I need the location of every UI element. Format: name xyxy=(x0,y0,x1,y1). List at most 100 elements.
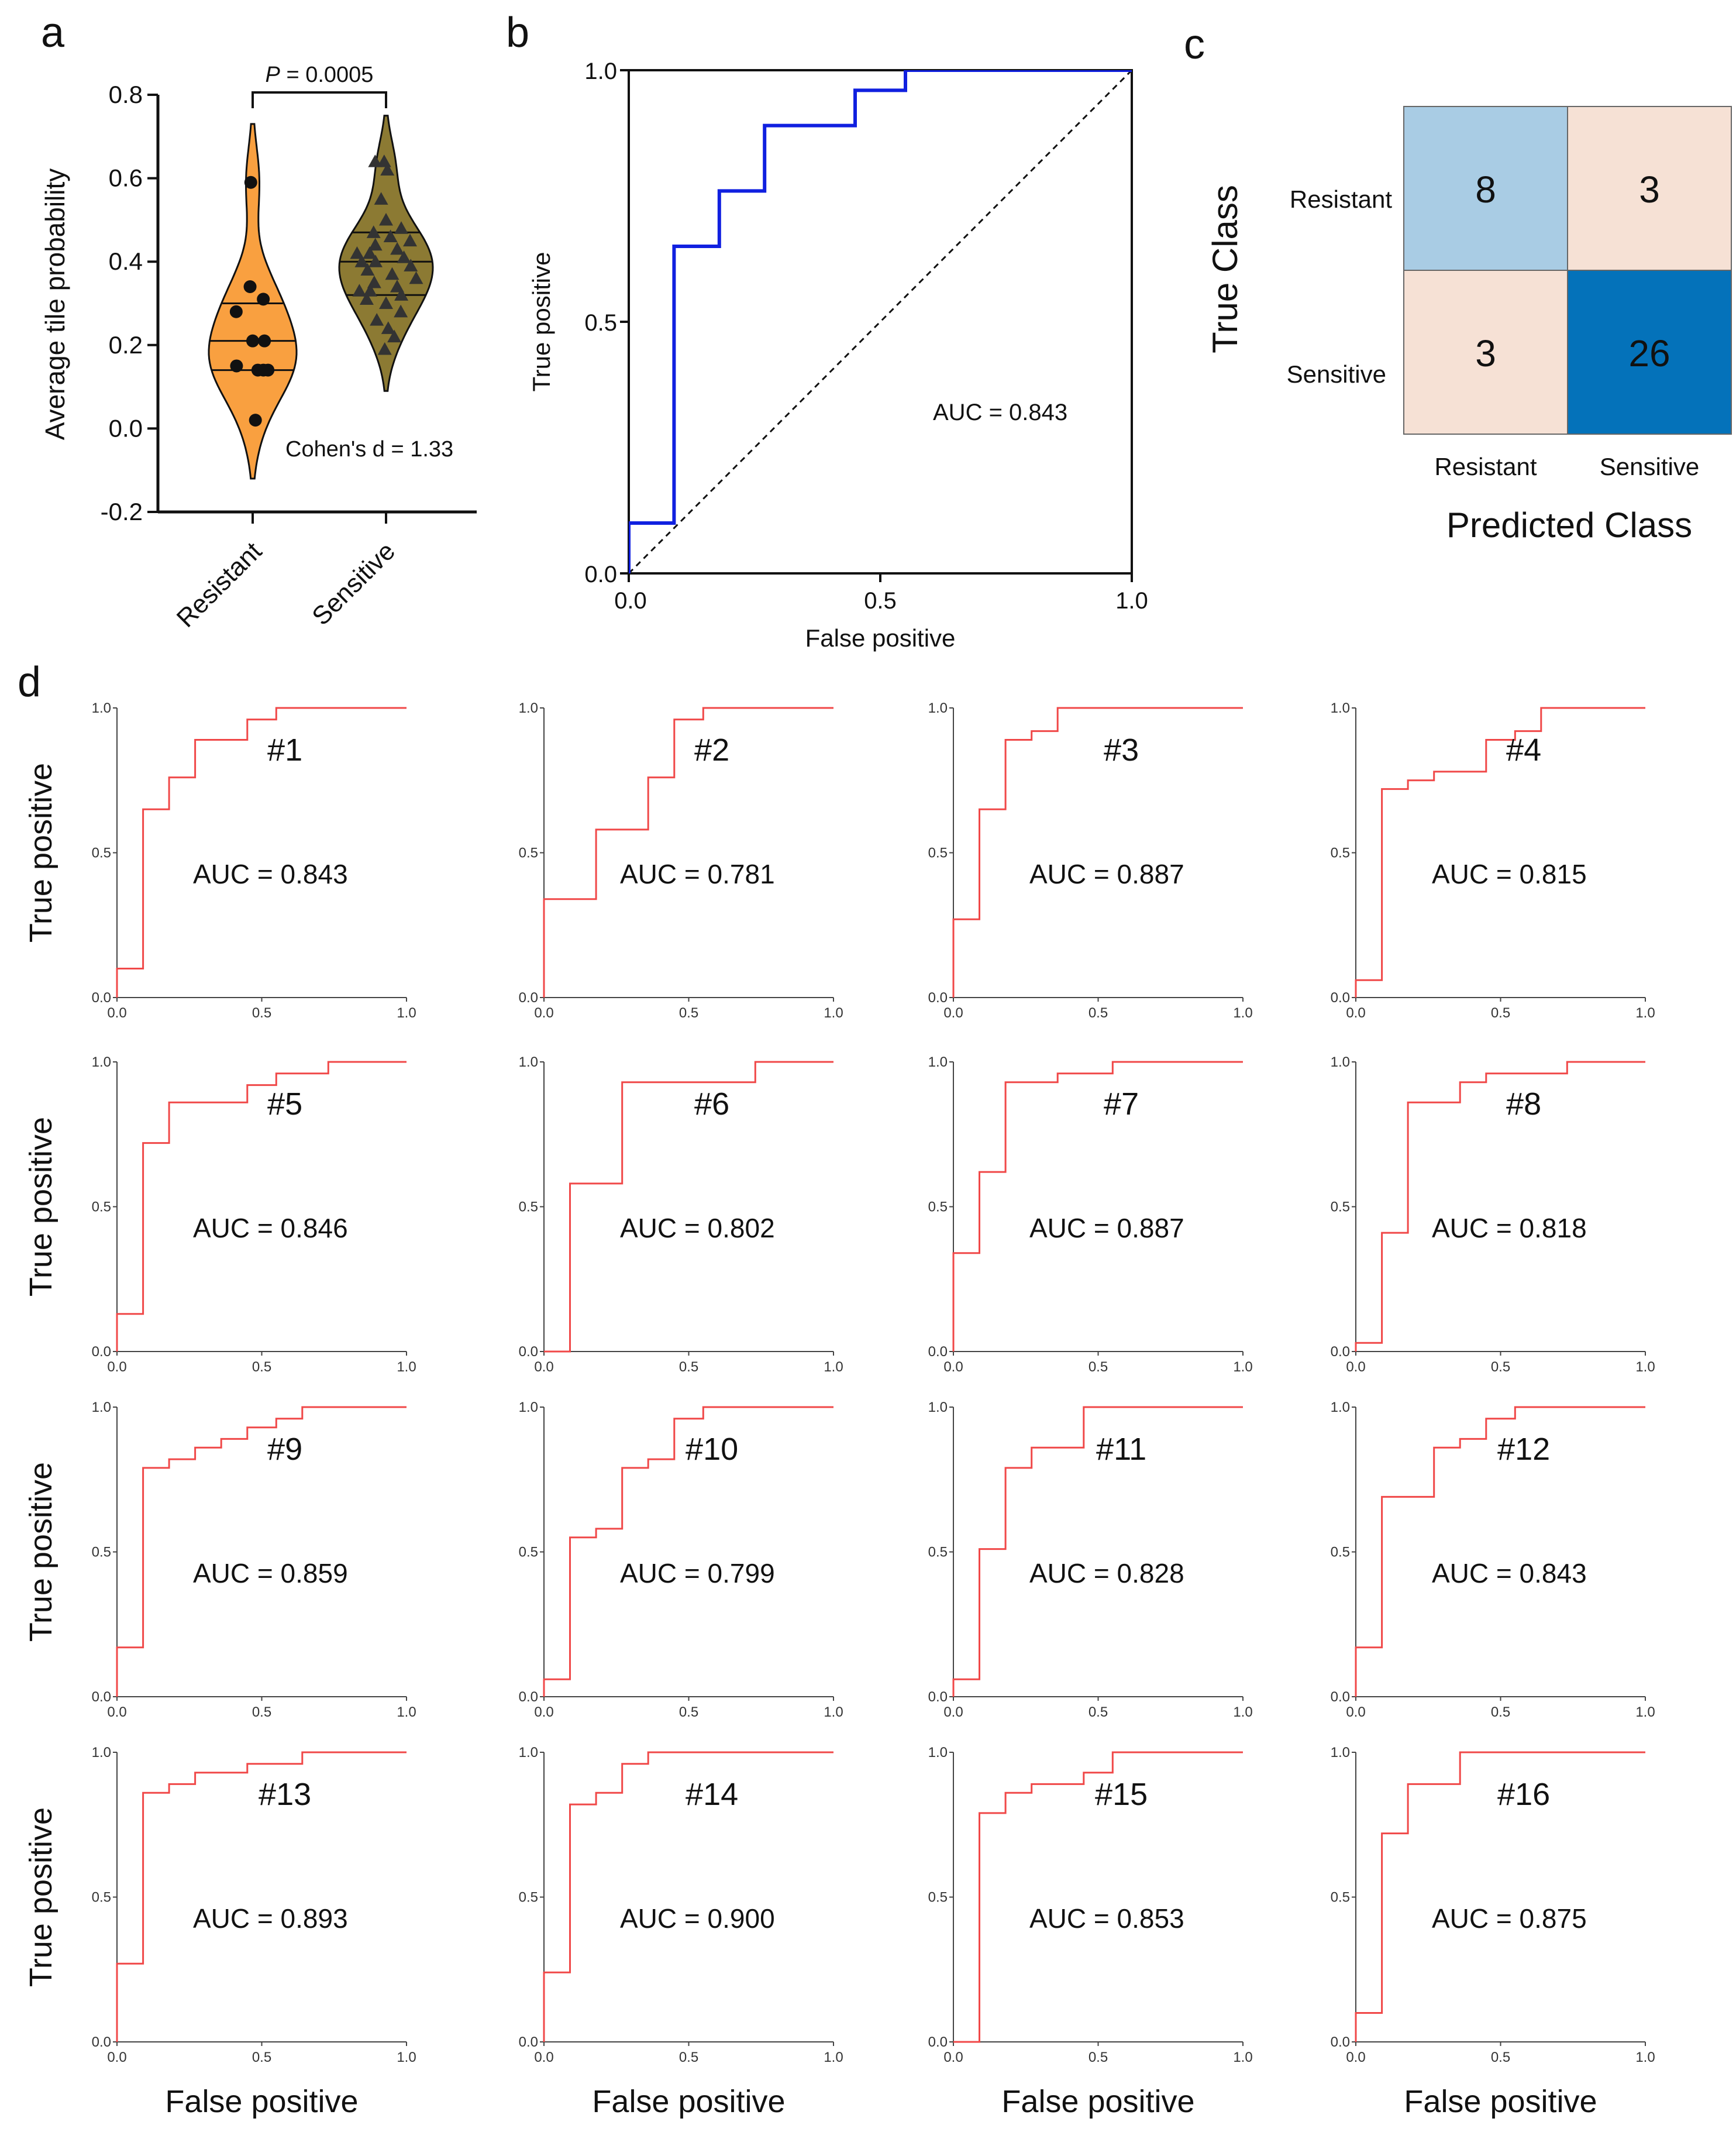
y-tick-label: 1.0 xyxy=(92,1399,111,1415)
y-tick-label: 0.0 xyxy=(519,1689,538,1705)
subplot-label: #6 xyxy=(694,1086,729,1122)
roc-subplot-14: 0.00.0 0.5 0.5 1.0 1.0 #14 AUC = 0.900 False po… xyxy=(519,1745,843,2119)
y-tick-label: 1.0 xyxy=(1331,700,1350,716)
y-tick-label: 0.5 xyxy=(519,1199,538,1215)
y-tick-label: 0.5 xyxy=(928,1545,948,1560)
y-tick-label: 0.0 xyxy=(109,414,143,442)
x-tick-label: 1.0 xyxy=(1233,2050,1252,2065)
y-tick-label: 0.5 xyxy=(92,1545,111,1560)
y-tick-label: 0.6 xyxy=(109,164,143,192)
auc-label: AUC = 0.828 xyxy=(1029,1558,1184,1588)
subplot-label: #12 xyxy=(1497,1432,1550,1467)
row-label-sensitive: Sensitive xyxy=(1287,360,1386,388)
matrix-value-r1-c0: 3 xyxy=(1475,332,1496,374)
roc-subplot-11: 0.00.0 0.5 0.5 1.0 1.0 #11 AUC = 0.828 xyxy=(928,1399,1253,1720)
subplot-label: #16 xyxy=(1497,1777,1550,1812)
x-tick-label: 0.0 xyxy=(943,2050,963,2065)
y-tick-label: 0.0 xyxy=(519,990,538,1006)
y-tick-label: 1.0 xyxy=(1331,1745,1350,1760)
x-tick-label: 0.5 xyxy=(1491,2050,1510,2065)
x-tick-label: 0.0 xyxy=(534,1005,553,1021)
y-tick-label: 0.5 xyxy=(92,1890,111,1906)
row-label-resistant: Resistant xyxy=(1290,185,1392,213)
x-tick-label: 1.0 xyxy=(1635,1704,1655,1720)
x-tick-label: 1.0 xyxy=(1233,1359,1252,1375)
x-axis-label: False positive xyxy=(165,2084,358,2119)
data-point-sensitive xyxy=(381,321,395,334)
roc-subplot-15: 0.00.0 0.5 0.5 1.0 1.0 #15 AUC = 0.853 False po… xyxy=(928,1745,1253,2119)
data-point-sensitive xyxy=(387,329,402,343)
subplot-label: #9 xyxy=(267,1432,302,1467)
data-point-sensitive xyxy=(394,304,408,318)
violin-sensitive xyxy=(338,115,434,392)
roc-subplot-10: 0.00.0 0.5 0.5 1.0 1.0 #10 AUC = 0.799 xyxy=(519,1399,843,1720)
y-tick-label: 1.0 xyxy=(928,700,948,716)
roc-curve xyxy=(543,1751,833,2042)
data-point-sensitive xyxy=(379,296,393,310)
matrix-cell-r1-c0 xyxy=(1403,270,1568,435)
y-tick-label: 0.5 xyxy=(1331,1199,1350,1215)
matrix-cell-r1-c1 xyxy=(1567,270,1732,435)
y-tick-label: 0.5 xyxy=(519,1890,538,1906)
data-point-sensitive xyxy=(368,255,383,267)
matrix-cell-r0-c0 xyxy=(1403,106,1568,271)
matrix-value-r0-c0: 8 xyxy=(1475,169,1496,211)
data-point-sensitive xyxy=(379,212,393,226)
y-tick-label-1: 1.0 xyxy=(584,59,617,84)
roc-curve xyxy=(116,1406,407,1697)
x-tick-label: 0.5 xyxy=(679,1704,698,1720)
x-tick-label: 0.5 xyxy=(679,1359,698,1375)
roc-curve xyxy=(953,1751,1243,2043)
roc-curve xyxy=(116,1751,407,2042)
x-axis-label: False positive xyxy=(592,2084,785,2119)
auc-label: AUC = 0.887 xyxy=(1029,859,1184,889)
data-point-resistant xyxy=(258,334,271,348)
data-point-sensitive xyxy=(359,292,374,305)
roc-subplot-16: 0.00.0 0.5 0.5 1.0 1.0 #16 AUC = 0.875 False po… xyxy=(1331,1745,1655,2119)
x-tick-label: 1.0 xyxy=(1635,2050,1655,2065)
x-tick-label: 0.0 xyxy=(107,1704,126,1720)
roc-curve xyxy=(1355,1406,1645,1697)
data-point-sensitive xyxy=(385,267,399,280)
roc-subplot-13: 0.00.0 0.5 0.5 1.0 1.0 #13 AUC = 0.893 True pos… xyxy=(23,1745,416,2119)
auc-label: AUC = 0.875 xyxy=(1432,1903,1587,1934)
x-tick-label: 0.0 xyxy=(107,1005,126,1021)
x-tick-label: 0.0 xyxy=(1346,1359,1365,1375)
data-point-sensitive xyxy=(350,246,364,259)
x-tick-label: 0.0 xyxy=(107,1359,126,1375)
x-tick-label: 1.0 xyxy=(1233,1704,1252,1720)
y-axis-label: Average tile probability xyxy=(40,169,70,441)
x-tick-label: 0.5 xyxy=(1089,1704,1108,1720)
y-tick-label: 0.0 xyxy=(1331,1689,1350,1705)
auc-label: AUC = 0.781 xyxy=(620,859,775,889)
x-tick-label: 1.0 xyxy=(397,1005,416,1021)
y-tick-label: 0.0 xyxy=(519,2034,538,2050)
roc-subplot-3: 0.00.0 0.5 0.5 1.0 1.0 #3 AUC = 0.887 xyxy=(928,700,1253,1021)
roc-subplot-12: 0.00.0 0.5 0.5 1.0 1.0 #12 AUC = 0.843 xyxy=(1331,1399,1655,1720)
y-tick-label: 0.2 xyxy=(109,331,143,359)
y-tick-label: 1.0 xyxy=(928,1054,948,1070)
roc-curve xyxy=(544,1061,833,1353)
roc-plot-main: 0.0 0.5 1.0 0.0 0.5 1.0 False positive T… xyxy=(528,59,1148,652)
subplot-label: #15 xyxy=(1095,1777,1148,1812)
y-tick-label: 0.5 xyxy=(92,845,111,861)
y-tick-label: 0.5 xyxy=(1331,845,1350,861)
roc-subplot-5: 0.00.0 0.5 0.5 1.0 1.0 #5 AUC = 0.846 True posi… xyxy=(23,1054,416,1375)
data-point-sensitive xyxy=(409,271,423,284)
x-tick-label: 0.0 xyxy=(534,1359,553,1375)
data-point-sensitive xyxy=(394,288,409,301)
data-point-sensitive xyxy=(370,313,384,326)
data-point-sensitive xyxy=(360,263,375,276)
data-point-sensitive xyxy=(403,233,418,247)
x-tick-label: 0.0 xyxy=(1346,1005,1365,1021)
data-point-sensitive xyxy=(390,242,405,255)
p-symbol: P xyxy=(266,63,281,87)
x-tick-label: 0.5 xyxy=(252,1359,271,1375)
x-tick-label: 0.5 xyxy=(252,1005,271,1021)
p-value: = 0.0005 xyxy=(280,63,374,87)
y-tick-label: 0.5 xyxy=(928,1890,948,1906)
y-tick-label: 0.0 xyxy=(1331,2034,1350,2050)
data-point-sensitive xyxy=(377,342,392,355)
subplot-label: #7 xyxy=(1104,1086,1139,1122)
x-tick-label: 0.5 xyxy=(679,1005,698,1021)
